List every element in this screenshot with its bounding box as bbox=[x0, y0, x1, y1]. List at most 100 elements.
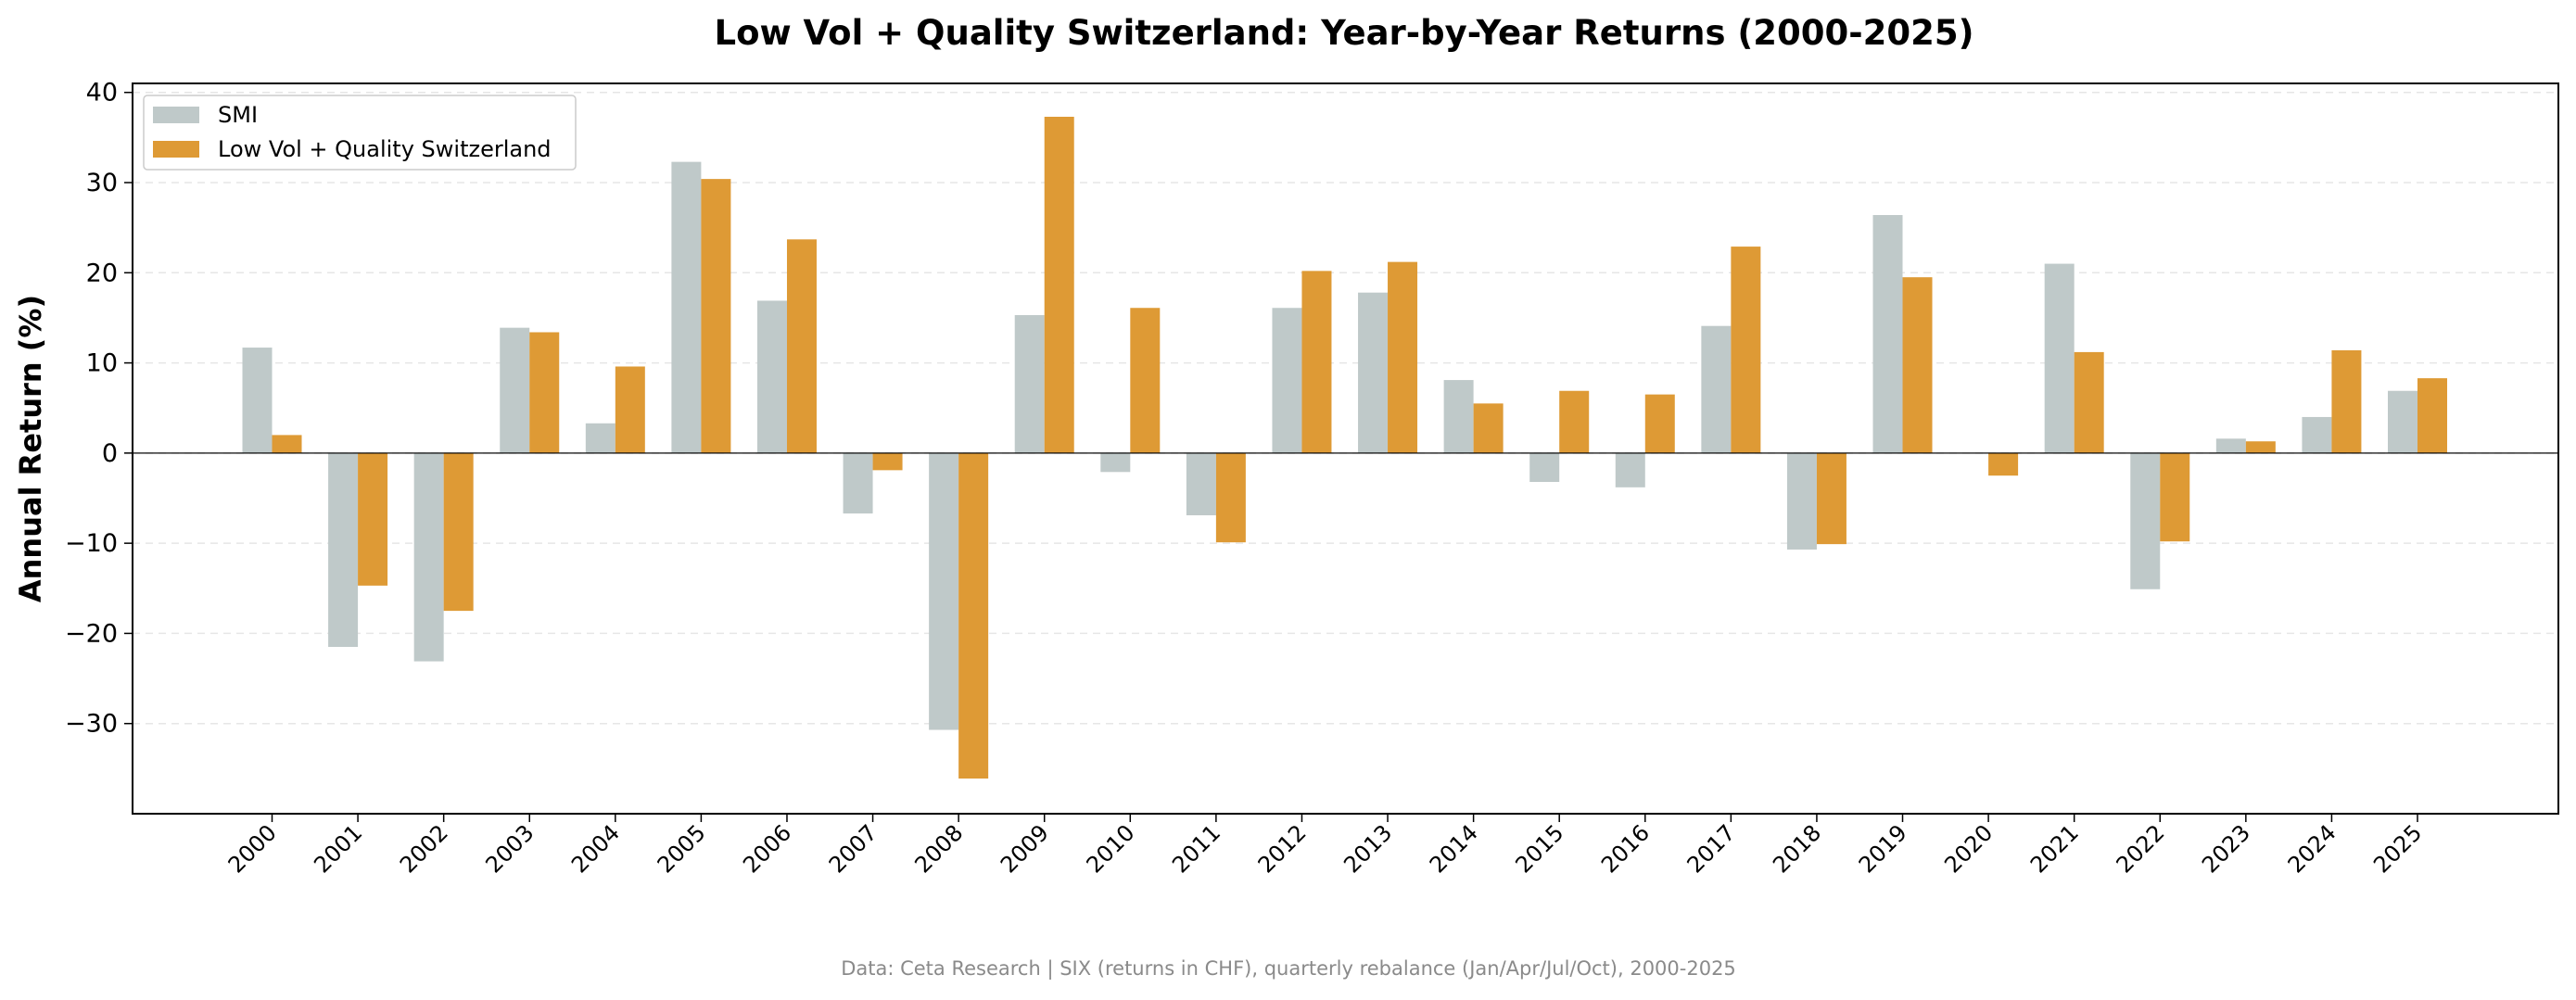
bar-low-vol-quality-2011 bbox=[1215, 452, 1246, 543]
x-tick-label: 2012 bbox=[1253, 819, 1312, 878]
bar-low-vol-quality-2008 bbox=[958, 452, 989, 779]
bar-low-vol-quality-2022 bbox=[2160, 452, 2190, 542]
y-tick-label: 10 bbox=[86, 349, 118, 378]
y-tick-label: 40 bbox=[86, 79, 118, 108]
x-tick-label: 2001 bbox=[309, 819, 367, 878]
bar-smi-2008 bbox=[929, 452, 959, 730]
legend-label-smi: SMI bbox=[218, 102, 258, 128]
y-tick-label: −10 bbox=[65, 529, 118, 558]
legend-swatch-smi bbox=[153, 107, 199, 123]
bar-low-vol-quality-2014 bbox=[1473, 403, 1504, 453]
bar-low-vol-quality-2021 bbox=[2074, 351, 2104, 453]
x-tick-label: 2015 bbox=[1510, 819, 1568, 878]
x-tick-label: 2003 bbox=[480, 819, 539, 878]
bar-smi-2025 bbox=[2388, 390, 2417, 453]
y-tick-label: 0 bbox=[102, 439, 118, 468]
bar-low-vol-quality-2025 bbox=[2417, 378, 2447, 453]
chart-title: Low Vol + Quality Switzerland: Year-by-Y… bbox=[715, 13, 1974, 53]
bars bbox=[242, 116, 2447, 779]
bar-low-vol-quality-2017 bbox=[1731, 247, 1761, 453]
bar-smi-2010 bbox=[1100, 452, 1131, 473]
x-tick-label: 2013 bbox=[1339, 819, 1397, 878]
bar-low-vol-quality-2016 bbox=[1644, 394, 1675, 453]
x-tick-label: 2007 bbox=[824, 819, 882, 878]
bar-low-vol-quality-2001 bbox=[358, 452, 388, 586]
bar-low-vol-quality-2006 bbox=[786, 239, 817, 453]
x-tick-label: 2010 bbox=[1082, 819, 1140, 878]
y-tick-label: −30 bbox=[65, 710, 118, 739]
legend-box bbox=[143, 95, 577, 171]
bar-smi-2003 bbox=[500, 327, 530, 453]
bar-smi-2002 bbox=[413, 452, 444, 662]
bar-low-vol-quality-2020 bbox=[1988, 452, 2019, 476]
bar-low-vol-quality-2009 bbox=[1044, 116, 1074, 453]
bar-low-vol-quality-2007 bbox=[872, 452, 903, 471]
plot-area-frame bbox=[132, 82, 2559, 815]
bar-smi-2013 bbox=[1358, 292, 1389, 453]
x-tick-label: 2022 bbox=[2112, 819, 2170, 878]
legend-swatch-low-vol-quality bbox=[153, 141, 199, 158]
bar-low-vol-quality-2023 bbox=[2245, 441, 2276, 453]
bar-smi-2014 bbox=[1443, 380, 1474, 453]
x-tick-label: 2023 bbox=[2197, 819, 2255, 878]
bar-smi-2009 bbox=[1014, 315, 1045, 453]
bar-low-vol-quality-2002 bbox=[443, 452, 474, 612]
y-tick-label: 20 bbox=[86, 259, 118, 287]
bar-smi-2016 bbox=[1615, 452, 1645, 487]
bar-low-vol-quality-2024 bbox=[2331, 349, 2362, 453]
bar-low-vol-quality-2010 bbox=[1130, 308, 1161, 453]
bar-low-vol-quality-2004 bbox=[615, 366, 645, 453]
bar-smi-2006 bbox=[756, 300, 787, 453]
bar-smi-2017 bbox=[1701, 325, 1732, 453]
bar-smi-2007 bbox=[843, 452, 873, 514]
y-tick-label: 30 bbox=[86, 169, 118, 197]
bar-smi-2021 bbox=[2044, 263, 2075, 453]
x-tick-label: 2021 bbox=[2025, 819, 2084, 878]
bar-smi-2004 bbox=[585, 423, 615, 453]
x-tick-label: 2025 bbox=[2368, 819, 2427, 878]
x-tick-label: 2019 bbox=[1854, 819, 1912, 878]
bar-smi-2019 bbox=[1872, 215, 1903, 453]
y-axis-ticks: 40 30 20 10 0 −10 −20 −30 bbox=[65, 79, 133, 739]
bar-low-vol-quality-2018 bbox=[1816, 452, 1846, 545]
bar-smi-2022 bbox=[2130, 452, 2161, 589]
x-tick-label: 2008 bbox=[909, 819, 968, 878]
x-tick-label: 2020 bbox=[1939, 819, 1998, 878]
x-tick-label: 2002 bbox=[395, 819, 453, 878]
bar-smi-2018 bbox=[1786, 452, 1817, 550]
legend-label-low-vol-quality: Low Vol + Quality Switzerland bbox=[218, 136, 552, 162]
source-note: Data: Ceta Research | SIX (returns in CH… bbox=[841, 957, 1736, 981]
bar-smi-2001 bbox=[328, 452, 359, 648]
bar-low-vol-quality-2003 bbox=[529, 332, 560, 453]
x-tick-label: 2004 bbox=[566, 819, 625, 878]
legend: SMI Low Vol + Quality Switzerland bbox=[143, 95, 577, 171]
bar-low-vol-quality-2015 bbox=[1559, 390, 1590, 453]
bar-low-vol-quality-2013 bbox=[1388, 261, 1418, 453]
bar-low-vol-quality-2005 bbox=[701, 179, 731, 453]
x-tick-label: 2000 bbox=[223, 819, 282, 878]
bar-low-vol-quality-2000 bbox=[272, 435, 302, 453]
x-tick-label: 2011 bbox=[1167, 819, 1225, 878]
bar-smi-2000 bbox=[242, 348, 273, 453]
x-tick-label: 2018 bbox=[1768, 819, 1826, 878]
bar-smi-2024 bbox=[2302, 416, 2332, 453]
bar-smi-2012 bbox=[1272, 308, 1302, 453]
x-tick-label: 2016 bbox=[1596, 819, 1655, 878]
x-tick-label: 2024 bbox=[2283, 819, 2341, 878]
x-tick-label: 2006 bbox=[738, 819, 796, 878]
bar-smi-2011 bbox=[1186, 452, 1216, 515]
bar-low-vol-quality-2012 bbox=[1301, 271, 1332, 453]
x-axis-ticks: 2000 2001 2002 2003 2004 2005 2006 2007 2008 2009… bbox=[223, 814, 2427, 878]
x-tick-label: 2017 bbox=[1682, 819, 1741, 878]
bar-smi-2005 bbox=[671, 161, 702, 453]
bar-smi-2023 bbox=[2215, 438, 2246, 453]
grid-lines bbox=[133, 91, 2558, 725]
y-tick-label: −20 bbox=[65, 619, 118, 648]
bar-smi-2015 bbox=[1529, 452, 1560, 482]
x-tick-label: 2014 bbox=[1425, 819, 1483, 878]
y-axis-label: Annual Return (%) bbox=[13, 295, 48, 602]
bar-low-vol-quality-2019 bbox=[1902, 277, 1933, 453]
x-tick-label: 2005 bbox=[653, 819, 711, 878]
